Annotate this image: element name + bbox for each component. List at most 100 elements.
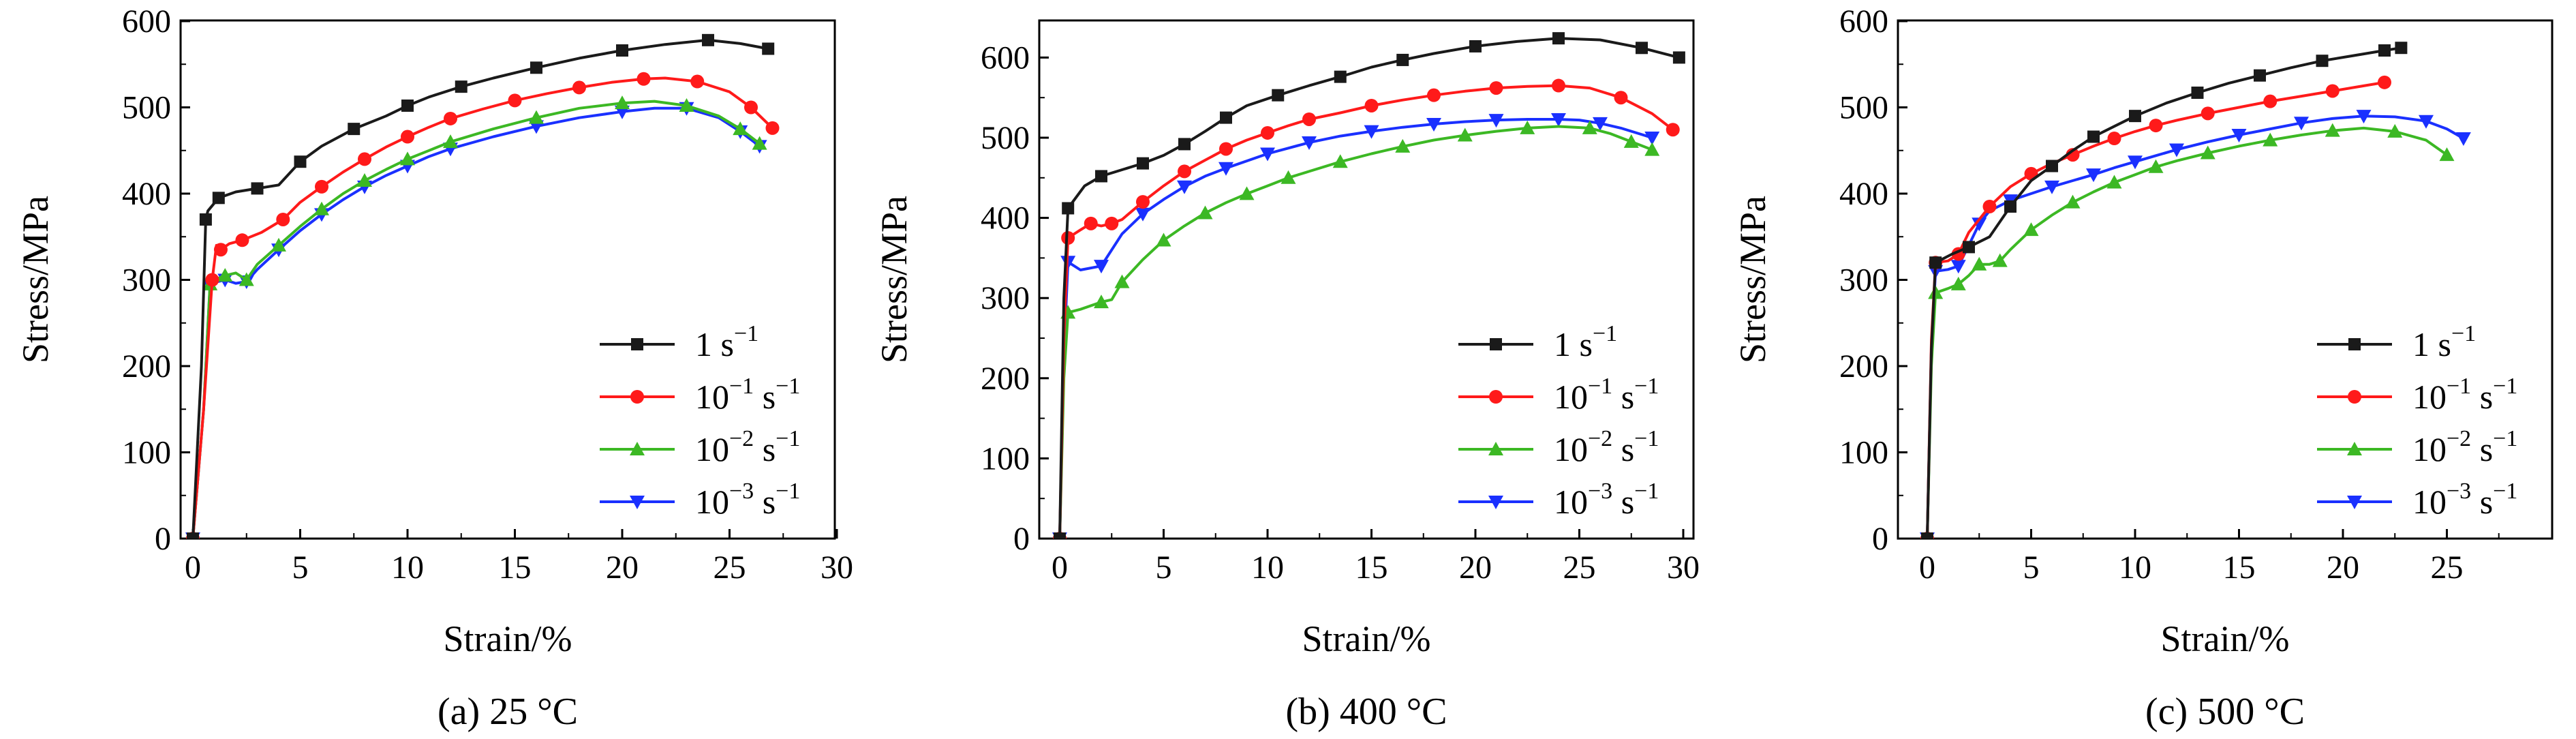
y-tick-label: 300: [122, 262, 171, 299]
data-point: [2378, 75, 2391, 89]
panel-caption: (b) 400 °C: [1285, 691, 1447, 733]
data-point: [762, 42, 775, 55]
plot-frame: [1897, 19, 2554, 540]
legend-marker: [2347, 496, 2362, 509]
legend-label: 10−2 s−1: [695, 426, 800, 468]
y-tick-label: 100: [981, 440, 1030, 477]
data-point: [1302, 112, 1316, 126]
data-point: [2148, 159, 2164, 173]
y-tick-label: 200: [122, 348, 171, 384]
data-point: [2169, 143, 2184, 157]
x-tick-label: 15: [1355, 549, 1388, 586]
legend-marker: [630, 442, 645, 455]
data-point: [1219, 142, 1233, 156]
legend-label: 1 s−1: [2412, 321, 2476, 363]
data-point: [2044, 180, 2059, 194]
data-point: [2439, 147, 2455, 162]
series-group: [1052, 112, 1660, 539]
data-point: [1551, 112, 1566, 127]
legend-label: 10−3 s−1: [2412, 479, 2517, 521]
data-point: [765, 121, 780, 135]
series-group: [1920, 110, 2471, 539]
x-tick-label: 10: [2119, 549, 2151, 586]
data-point: [1178, 138, 1191, 151]
chart-panel-25c: 0 5 10 15 20 25 300100200300400500600Strain/%S…: [15, 3, 853, 733]
series-group: [1055, 120, 1660, 539]
data-point: [1197, 205, 1213, 220]
data-point: [1489, 81, 1503, 95]
data-point: [2191, 86, 2204, 99]
data-point: [358, 152, 371, 166]
data-point: [1136, 195, 1150, 209]
y-axis-title: Stress/MPa: [874, 196, 915, 363]
x-tick-label: 10: [1251, 549, 1284, 586]
data-point: [315, 179, 328, 194]
x-tick-label: 10: [391, 549, 424, 586]
data-point: [1972, 256, 1987, 271]
series-line: [1926, 126, 2448, 539]
legend-label: 10−2 s−1: [2412, 426, 2517, 468]
data-point: [2325, 123, 2340, 137]
panel-caption: (c) 500 °C: [2145, 691, 2305, 733]
x-tick-label: 15: [2223, 549, 2256, 586]
x-tick-label: 20: [1459, 549, 1492, 586]
data-point: [1364, 98, 1379, 112]
data-point: [348, 123, 361, 136]
legend-label: 10−3 s−1: [695, 479, 800, 521]
data-point: [1552, 32, 1565, 45]
data-point: [1644, 142, 1660, 156]
legend-label: 1 s−1: [1554, 321, 1617, 363]
legend-label: 10−1 s−1: [1554, 374, 1659, 416]
data-point: [314, 201, 329, 215]
data-point: [2378, 44, 2391, 57]
data-point: [744, 100, 758, 115]
data-point: [1302, 136, 1317, 151]
x-tick-label: 0: [1052, 549, 1068, 586]
y-tick-label: 200: [1839, 348, 1888, 384]
legend-marker: [630, 390, 644, 404]
series-group: [1922, 123, 2455, 539]
legend-marker: [1488, 442, 1503, 455]
data-point: [239, 272, 254, 286]
data-point: [1623, 134, 1639, 148]
data-point: [1469, 40, 1482, 52]
data-point: [1364, 125, 1379, 139]
y-tick-label: 0: [1013, 521, 1030, 557]
y-tick-label: 600: [981, 40, 1030, 76]
data-point: [2087, 130, 2100, 143]
data-point: [2294, 117, 2309, 131]
data-point: [2086, 168, 2101, 183]
data-point: [733, 121, 748, 136]
data-point: [1614, 91, 1628, 105]
y-tick-label: 200: [981, 361, 1030, 397]
data-point: [235, 233, 249, 247]
data-point: [1950, 276, 1966, 290]
y-axis-title: Stress/MPa: [1732, 196, 1773, 363]
legend-marker: [631, 338, 643, 350]
data-point: [1593, 117, 1608, 131]
series-line: [1058, 84, 1674, 539]
series-line: [1926, 115, 2464, 539]
data-point: [401, 130, 414, 144]
data-point: [1972, 217, 1987, 232]
legend-marker: [2347, 442, 2362, 455]
data-point: [1281, 170, 1296, 184]
x-tick-label: 0: [185, 549, 201, 586]
data-point: [400, 151, 415, 166]
series-group: [1053, 78, 1680, 539]
data-point: [271, 237, 286, 252]
data-point: [2107, 132, 2121, 146]
y-tick-label: 100: [1839, 435, 1888, 471]
data-point: [199, 213, 212, 226]
y-tick-label: 600: [122, 3, 171, 40]
y-tick-label: 300: [981, 280, 1030, 316]
series-line: [1926, 80, 2385, 539]
data-point: [1582, 120, 1597, 134]
data-point: [455, 80, 467, 93]
data-point: [2128, 155, 2143, 170]
data-point: [1992, 253, 2008, 267]
series-group: [1920, 75, 2391, 539]
y-tick-label: 0: [1872, 521, 1888, 557]
data-point: [1105, 216, 1119, 230]
data-point: [2149, 119, 2163, 133]
